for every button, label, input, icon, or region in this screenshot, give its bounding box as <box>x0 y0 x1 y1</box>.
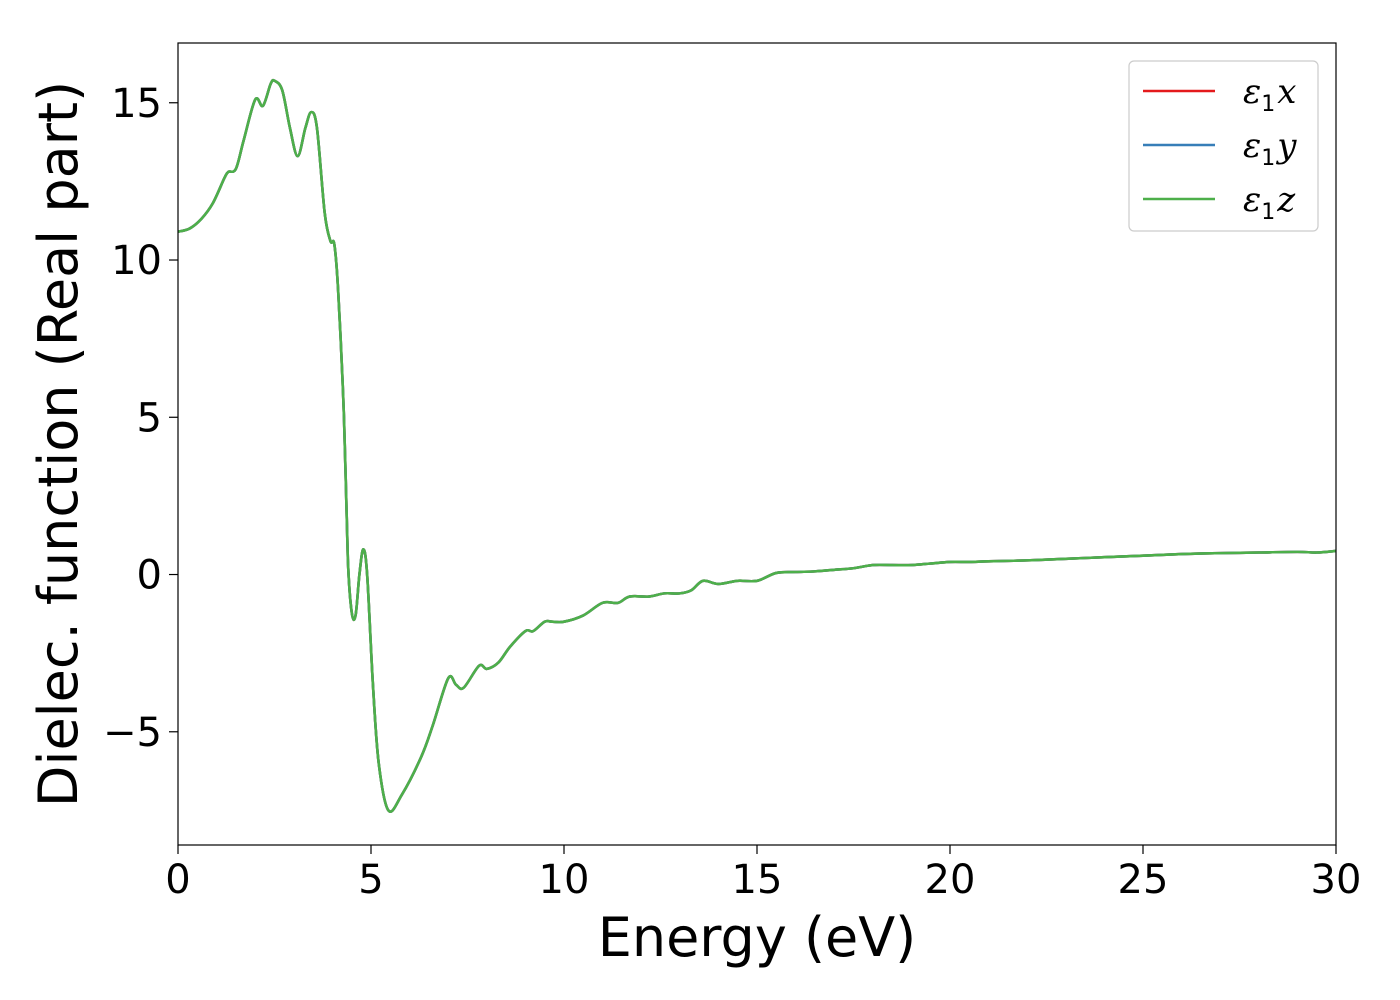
y-axis-title: Dielec. function (Real part) <box>27 81 90 807</box>
legend: ε1x ε1y ε1z <box>1128 60 1319 232</box>
x-tick-label: 30 <box>1311 857 1362 903</box>
legend-box <box>1128 60 1319 232</box>
series-layer <box>177 78 1337 813</box>
legend-label-x: ε1x <box>1243 72 1296 117</box>
y-tick-label: 15 <box>111 81 162 127</box>
x-tick-label: 5 <box>358 857 383 903</box>
y-axis: −5 0 5 10 15 <box>103 81 178 756</box>
x-tick-label: 20 <box>925 857 976 903</box>
series-line-z <box>177 78 1337 813</box>
legend-label-y: ε1y <box>1243 126 1297 171</box>
x-tick-label: 15 <box>732 857 783 903</box>
x-tick-label: 10 <box>539 857 590 903</box>
y-tick-label: 5 <box>137 395 162 441</box>
y-tick-label: 0 <box>137 553 162 599</box>
y-tick-label: 10 <box>111 238 162 284</box>
legend-label-z: ε1z <box>1243 180 1296 225</box>
x-tick-label: 25 <box>1118 857 1169 903</box>
x-tick-label: 0 <box>165 857 190 903</box>
x-axis-title: Energy (eV) <box>598 906 917 969</box>
y-tick-label: −5 <box>103 710 162 756</box>
x-axis: 0 5 10 15 20 25 30 <box>165 845 1361 903</box>
